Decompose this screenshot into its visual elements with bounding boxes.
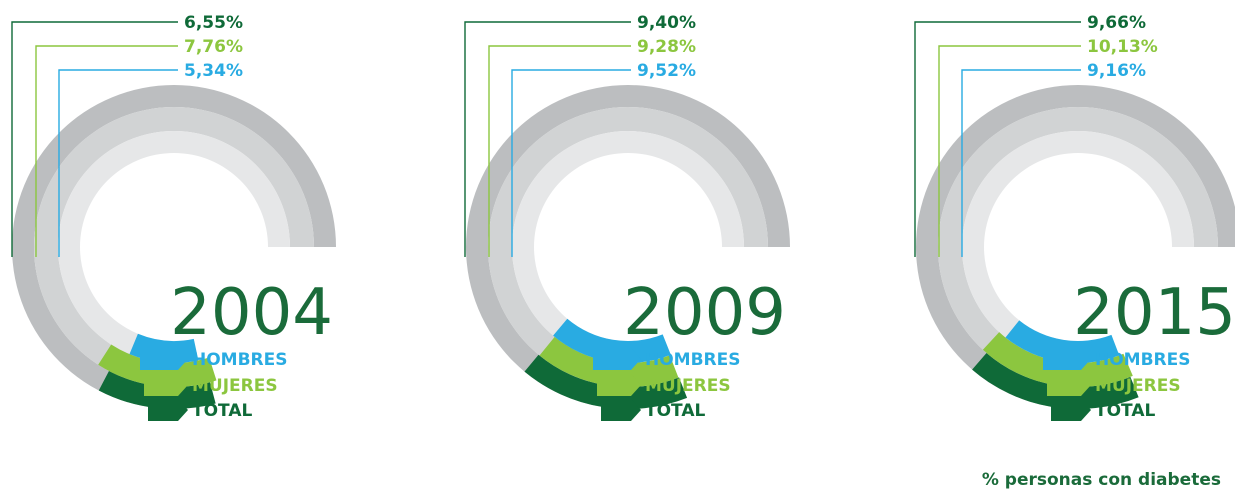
- value-label-hombres: 9,52%: [637, 61, 696, 81]
- value-label-mujeres: 7,76%: [184, 37, 243, 57]
- chart-footnote: % personas con diabetes: [981, 470, 1221, 490]
- value-arc-hombres: [1005, 320, 1120, 364]
- legend-label-hombres: HOMBRES: [192, 350, 288, 370]
- value-label-mujeres: 9,28%: [637, 37, 696, 57]
- legend-label-total: TOTAL: [1095, 401, 1155, 421]
- leader-line-mujeres: [488, 45, 631, 257]
- leader-line-mujeres: [938, 45, 1081, 257]
- value-label-total: 9,40%: [637, 13, 696, 33]
- value-arc-total: [524, 354, 688, 410]
- value-label-mujeres: 10,13%: [1087, 37, 1158, 57]
- value-arc-hombres: [553, 318, 671, 363]
- leader-line-hombres: [961, 69, 1081, 257]
- leader-line-total: [464, 21, 631, 257]
- legend-marker-hombres: [593, 348, 641, 370]
- leader-line-total: [11, 21, 178, 257]
- leader-line-hombres: [511, 69, 631, 257]
- value-label-total: 9,66%: [1087, 13, 1146, 33]
- leader-line-hombres: [58, 69, 178, 257]
- value-arc-total: [972, 352, 1139, 409]
- legend-marker-hombres: [1043, 348, 1091, 370]
- legend-label-mujeres: MUJERES: [645, 376, 731, 396]
- legend-marker-total: [601, 399, 641, 421]
- legend-label-mujeres: MUJERES: [192, 376, 278, 396]
- value-label-hombres: 9,16%: [1087, 61, 1146, 81]
- legend-marker-mujeres: [597, 374, 641, 396]
- leader-line-total: [914, 21, 1081, 257]
- legend-marker-total: [1051, 399, 1091, 421]
- legend-label-mujeres: MUJERES: [1095, 376, 1181, 396]
- legend-marker-mujeres: [1047, 374, 1091, 396]
- legend-marker-total: [148, 399, 188, 421]
- legend-label-total: TOTAL: [192, 401, 252, 421]
- year-label: 2009: [623, 276, 786, 350]
- value-label-total: 6,55%: [184, 13, 243, 33]
- legend-label-hombres: HOMBRES: [645, 350, 741, 370]
- legend-label-total: TOTAL: [645, 401, 705, 421]
- legend-marker-hombres: [140, 348, 188, 370]
- value-label-hombres: 5,34%: [184, 61, 243, 81]
- legend-label-hombres: HOMBRES: [1095, 350, 1191, 370]
- value-arc-mujeres: [982, 332, 1133, 388]
- legend-marker-mujeres: [144, 374, 188, 396]
- year-label: 2004: [170, 276, 333, 350]
- leader-line-mujeres: [35, 45, 178, 257]
- year-label: 2015: [1073, 276, 1235, 350]
